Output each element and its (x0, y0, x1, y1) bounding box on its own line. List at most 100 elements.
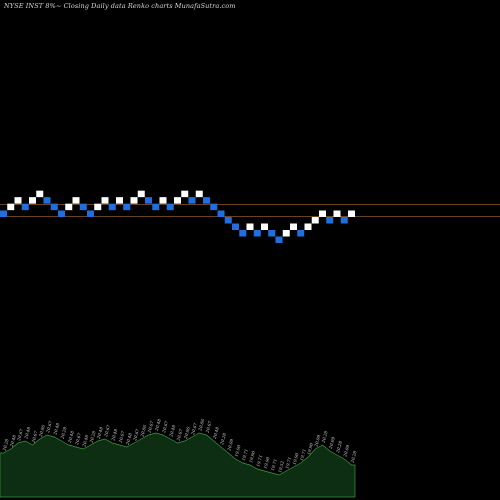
brick-price-label: 20.48 (110, 428, 118, 442)
brick-price-label: 20.48 (168, 424, 176, 438)
renko-brick-down (268, 230, 276, 237)
renko-brick-down (166, 203, 174, 211)
brick-price-label: 20.28 (219, 432, 227, 446)
renko-brick-down (239, 230, 247, 237)
renko-brick-up (72, 197, 80, 204)
renko-brick-up (333, 210, 341, 217)
brick-price-label: 19.90 (234, 444, 242, 457)
brick-price-label: 20.09 (226, 438, 234, 452)
renko-brick-up (29, 197, 36, 204)
renko-brick-down (275, 236, 283, 243)
renko-brick-down (326, 217, 334, 224)
brick-price-label: 20.48 (52, 422, 60, 436)
renko-brick-up (246, 223, 254, 230)
brick-price-label: 20.28 (88, 430, 96, 444)
renko-brick-down (224, 217, 232, 224)
brick-price-label: 20.48 (67, 430, 75, 444)
brick-price-label: 20.67 (74, 432, 82, 446)
renko-brick-up (304, 223, 312, 230)
volume-area (0, 432, 356, 498)
renko-brick-up (319, 210, 326, 217)
brick-price-label: 19.71 (270, 458, 278, 471)
brick-price-label: 20.28 (1, 438, 9, 452)
renko-brick-down (87, 210, 94, 217)
brick-price-label: 20.67 (190, 422, 198, 436)
brick-price-label: 20.48 (96, 426, 104, 440)
renko-brick-up (261, 223, 268, 230)
renko-brick-up (195, 190, 203, 198)
renko-brick-up (94, 203, 102, 211)
renko-brick-down (232, 223, 239, 230)
renko-brick-down (58, 210, 65, 217)
renko-brick-up (65, 203, 73, 211)
brick-price-label: 20.67 (161, 420, 169, 434)
brick-price-label: 20.48 (23, 426, 31, 440)
brick-price-label: 20.09 (328, 436, 336, 450)
brick-price-label: 20.86 (183, 426, 191, 440)
brick-price-label: 19.71 (284, 456, 292, 469)
renko-brick-down (188, 197, 196, 204)
brick-price-label: 20.86 (38, 424, 46, 438)
renko-brick-up (282, 230, 290, 237)
brick-price-label: 19.90 (306, 442, 314, 455)
brick-price-label: 20.67 (16, 428, 24, 442)
brick-price-label: 19.90 (292, 452, 300, 465)
brick-price-label: 20.86 (197, 418, 205, 432)
renko-brick-down (152, 203, 160, 211)
renko-brick-up (159, 197, 167, 204)
renko-bricks (0, 190, 355, 243)
renko-brick-up (116, 197, 123, 204)
brick-price-label: 20.67 (117, 430, 125, 444)
renko-brick-down (0, 210, 7, 217)
renko-brick-up (181, 190, 189, 198)
renko-brick-down (253, 230, 261, 237)
brick-price-label: 20.28 (335, 440, 343, 454)
brick-price-label: 20.67 (204, 420, 212, 434)
brick-price-label: 20.48 (212, 426, 220, 440)
renko-brick-down (79, 203, 87, 211)
brick-price-label: 20.67 (30, 430, 38, 444)
brick-price-labels: 20.28 20.48 20.67 20.48 20.67 20.86 20.67 20.48… (1, 418, 357, 473)
brick-price-label: 20.48 (81, 434, 89, 448)
brick-price-label: 20.86 (139, 424, 147, 438)
brick-price-label: 19.90 (248, 450, 256, 463)
brick-price-label: 19.71 (255, 454, 263, 467)
renko-brick-up (14, 197, 22, 204)
brick-price-label: 20.67 (132, 428, 140, 442)
renko-brick-down (123, 203, 131, 211)
brick-price-label: 20.67 (103, 424, 111, 438)
renko-brick-up (348, 210, 355, 217)
brick-price-label: 20.28 (320, 430, 328, 444)
brick-price-label: 19.71 (299, 448, 307, 461)
renko-brick-up (174, 197, 181, 204)
renko-brick-up (7, 203, 15, 211)
brick-price-label: 19.90 (263, 456, 271, 469)
brick-price-label: 20.28 (59, 426, 67, 440)
renko-brick-down (210, 203, 218, 211)
renko-brick-down (50, 203, 58, 211)
renko-brick-down (43, 197, 51, 204)
brick-price-label: 20.09 (342, 444, 350, 458)
brick-price-label: 19.71 (241, 448, 249, 461)
brick-price-label: 19.52 (277, 460, 285, 473)
renko-brick-up (137, 190, 145, 198)
volume-area-path (0, 432, 356, 498)
brick-price-label: 20.28 (349, 450, 357, 464)
renko-brick-down (217, 210, 225, 217)
brick-price-label: 20.09 (313, 434, 321, 448)
chart-title: NYSE INST 8%~ Closing Daily data Renko c… (4, 2, 236, 10)
renko-brick-down (145, 197, 152, 204)
renko-brick-up (36, 190, 44, 198)
renko-brick-down (340, 217, 348, 224)
brick-price-label: 20.67 (146, 420, 154, 434)
renko-brick-down (297, 230, 305, 237)
brick-price-label: 20.48 (154, 418, 162, 432)
renko-brick-up (101, 197, 109, 204)
brick-price-label: 20.67 (175, 428, 183, 442)
brick-price-label: 20.48 (125, 432, 133, 446)
renko-brick-up (311, 217, 319, 224)
brick-price-label: 20.67 (45, 420, 53, 434)
renko-brick-down (203, 197, 210, 204)
renko-brick-down (21, 203, 29, 211)
